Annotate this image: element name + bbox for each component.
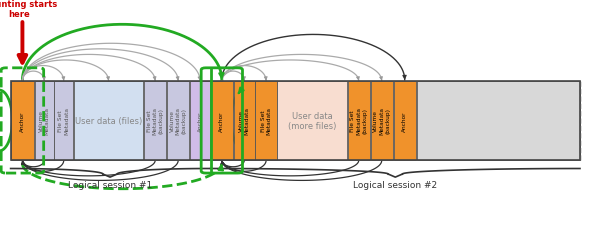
Bar <box>11 82 580 160</box>
Text: Import / FS
mounting starts
here: Import / FS mounting starts here <box>0 0 58 19</box>
Text: Anchor: Anchor <box>402 111 407 131</box>
Bar <box>74 82 143 160</box>
Bar <box>167 82 189 160</box>
Bar <box>394 82 416 160</box>
Text: Logical session #1: Logical session #1 <box>68 180 152 190</box>
Text: Volume
Metadata
(backup): Volume Metadata (backup) <box>373 107 390 135</box>
Text: Anchor: Anchor <box>20 111 25 131</box>
Bar <box>144 82 166 160</box>
Text: Volume
Metadata: Volume Metadata <box>239 107 250 135</box>
Text: User data
(more files): User data (more files) <box>288 111 336 131</box>
Text: File Set
Metadata
(backup): File Set Metadata (backup) <box>350 107 367 135</box>
Text: Volume
Metadata
(backup): Volume Metadata (backup) <box>170 107 186 135</box>
Text: Anchor: Anchor <box>198 111 202 131</box>
Text: Logical session #2: Logical session #2 <box>353 180 437 190</box>
Text: User data (files): User data (files) <box>75 116 142 125</box>
Bar <box>348 82 370 160</box>
Bar <box>234 82 255 160</box>
Text: File Set
Metadata
(backup): File Set Metadata (backup) <box>147 107 163 135</box>
Bar <box>54 82 73 160</box>
Bar <box>35 82 54 160</box>
Text: File Set
Metadata: File Set Metadata <box>261 107 271 135</box>
Bar <box>371 82 393 160</box>
Bar <box>277 82 347 160</box>
Bar <box>190 82 210 160</box>
Bar <box>417 82 580 160</box>
Text: Anchor: Anchor <box>219 111 224 131</box>
Bar <box>255 82 277 160</box>
Bar <box>211 82 233 160</box>
Text: Volume
Metadata: Volume Metadata <box>39 107 50 135</box>
Text: File Set
Metadata: File Set Metadata <box>58 107 69 135</box>
Bar <box>11 82 34 160</box>
